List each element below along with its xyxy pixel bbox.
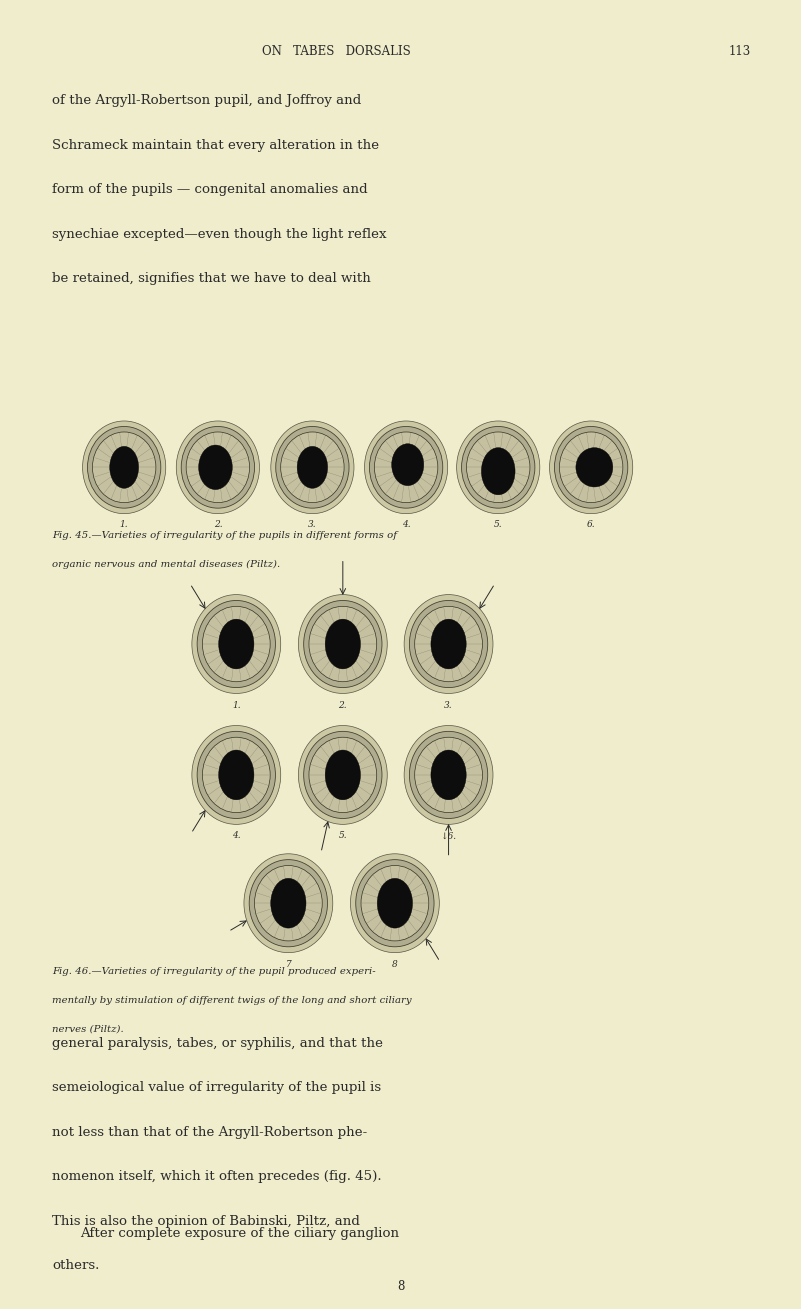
Text: general paralysis, tabes, or syphilis, and that the: general paralysis, tabes, or syphilis, a…: [52, 1037, 383, 1050]
Text: Fig. 46.—Varieties of irregularity of the pupil produced experi-: Fig. 46.—Varieties of irregularity of th…: [52, 967, 376, 977]
Ellipse shape: [356, 860, 434, 946]
Ellipse shape: [192, 594, 280, 694]
Ellipse shape: [186, 432, 250, 503]
Text: After complete exposure of the ciliary ganglion: After complete exposure of the ciliary g…: [80, 1227, 399, 1240]
Ellipse shape: [431, 750, 466, 800]
Ellipse shape: [244, 853, 332, 953]
Ellipse shape: [377, 878, 413, 928]
Ellipse shape: [304, 601, 382, 687]
Ellipse shape: [325, 750, 360, 800]
Text: 1.: 1.: [232, 700, 240, 709]
Ellipse shape: [431, 619, 466, 669]
Text: 4.: 4.: [232, 831, 240, 840]
Text: This is also the opinion of Babinski, Piltz, and: This is also the opinion of Babinski, Pi…: [52, 1215, 360, 1228]
Text: of the Argyll-Robertson pupil, and Joffroy and: of the Argyll-Robertson pupil, and Joffr…: [52, 94, 361, 107]
Ellipse shape: [554, 427, 628, 508]
Text: 5.: 5.: [339, 831, 347, 840]
Text: nomenon itself, which it often precedes (fig. 45).: nomenon itself, which it often precedes …: [52, 1170, 382, 1183]
Text: 3.: 3.: [445, 700, 453, 709]
Text: organic nervous and mental diseases (Piltz).: organic nervous and mental diseases (Pil…: [52, 560, 280, 569]
Ellipse shape: [276, 427, 349, 508]
Text: synechiae excepted—even though the light reflex: synechiae excepted—even though the light…: [52, 228, 387, 241]
Ellipse shape: [92, 432, 156, 503]
Ellipse shape: [457, 421, 540, 513]
Text: 2.: 2.: [339, 700, 347, 709]
Ellipse shape: [203, 606, 270, 682]
Text: not less than that of the Argyll-Robertson phe-: not less than that of the Argyll-Roberts…: [52, 1126, 368, 1139]
Text: 3.: 3.: [308, 520, 316, 529]
Ellipse shape: [110, 446, 139, 488]
Ellipse shape: [481, 448, 515, 495]
Text: be retained, signifies that we have to deal with: be retained, signifies that we have to d…: [52, 272, 371, 285]
Ellipse shape: [364, 421, 448, 513]
Text: 4.: 4.: [402, 520, 410, 529]
Ellipse shape: [374, 432, 438, 503]
Ellipse shape: [559, 432, 623, 503]
Ellipse shape: [309, 606, 376, 682]
Ellipse shape: [466, 432, 530, 503]
Ellipse shape: [87, 427, 161, 508]
Text: ON   TABES   DORSALIS: ON TABES DORSALIS: [262, 45, 411, 58]
Text: 8: 8: [396, 1280, 405, 1293]
Ellipse shape: [181, 427, 255, 508]
Text: 1.: 1.: [120, 520, 128, 529]
Ellipse shape: [199, 445, 232, 490]
Ellipse shape: [304, 732, 382, 818]
Ellipse shape: [392, 444, 424, 486]
Ellipse shape: [405, 725, 493, 825]
Ellipse shape: [351, 853, 439, 953]
Ellipse shape: [271, 878, 306, 928]
Ellipse shape: [203, 737, 270, 813]
Ellipse shape: [461, 427, 535, 508]
Text: semeiological value of irregularity of the pupil is: semeiological value of irregularity of t…: [52, 1081, 381, 1094]
Ellipse shape: [299, 594, 387, 694]
Text: 7: 7: [285, 959, 292, 969]
Text: mentally by stimulation of different twigs of the long and short ciliary: mentally by stimulation of different twi…: [52, 996, 412, 1005]
Ellipse shape: [271, 421, 354, 513]
Ellipse shape: [280, 432, 344, 503]
Ellipse shape: [361, 865, 429, 941]
Text: 113: 113: [729, 45, 751, 58]
Ellipse shape: [83, 421, 166, 513]
Ellipse shape: [255, 865, 322, 941]
Text: 8: 8: [392, 959, 398, 969]
Ellipse shape: [309, 737, 376, 813]
Text: 2.: 2.: [214, 520, 222, 529]
Text: Schrameck maintain that every alteration in the: Schrameck maintain that every alteration…: [52, 139, 379, 152]
Ellipse shape: [409, 732, 488, 818]
Ellipse shape: [415, 606, 482, 682]
Text: ↓6.: ↓6.: [441, 831, 457, 840]
Ellipse shape: [405, 594, 493, 694]
Ellipse shape: [369, 427, 443, 508]
Ellipse shape: [219, 750, 254, 800]
Ellipse shape: [176, 421, 260, 513]
Ellipse shape: [409, 601, 488, 687]
Ellipse shape: [415, 737, 482, 813]
Ellipse shape: [197, 601, 276, 687]
Ellipse shape: [297, 446, 328, 488]
Text: 5.: 5.: [494, 520, 502, 529]
Ellipse shape: [192, 725, 280, 825]
Ellipse shape: [249, 860, 328, 946]
Text: nerves (Piltz).: nerves (Piltz).: [52, 1025, 124, 1034]
Ellipse shape: [325, 619, 360, 669]
Ellipse shape: [219, 619, 254, 669]
Text: 6.: 6.: [587, 520, 595, 529]
Text: form of the pupils — congenital anomalies and: form of the pupils — congenital anomalie…: [52, 183, 368, 196]
Ellipse shape: [549, 421, 633, 513]
Ellipse shape: [576, 448, 613, 487]
Ellipse shape: [197, 732, 276, 818]
Text: others.: others.: [52, 1259, 99, 1272]
Ellipse shape: [299, 725, 387, 825]
Text: Fig. 45.—Varieties of irregularity of the pupils in different forms of: Fig. 45.—Varieties of irregularity of th…: [52, 531, 397, 541]
